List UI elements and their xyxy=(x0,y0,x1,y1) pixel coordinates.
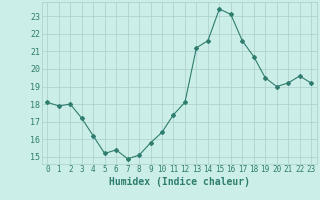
X-axis label: Humidex (Indice chaleur): Humidex (Indice chaleur) xyxy=(109,177,250,187)
